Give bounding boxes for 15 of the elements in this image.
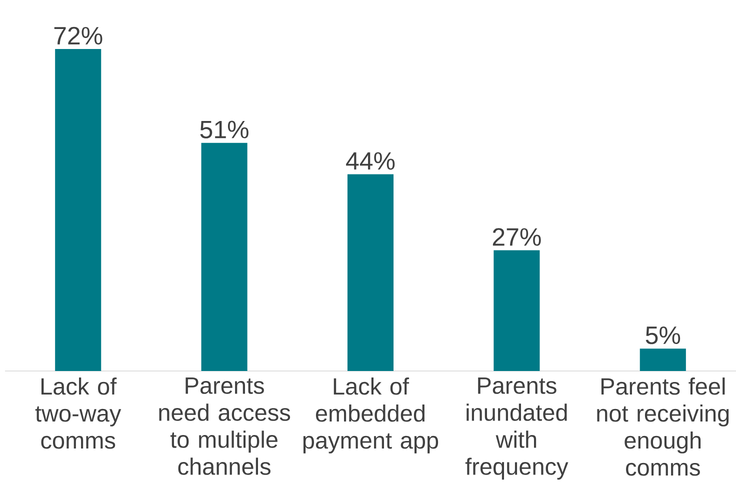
x-tick-label: Parents feel not receiving enough comms — [597, 378, 729, 476]
data-label: 27% — [492, 228, 541, 246]
data-label: 5% — [646, 326, 680, 344]
bar — [201, 142, 248, 371]
bar — [494, 250, 540, 371]
x-tick-label: Lack of embedded payment app — [303, 378, 438, 454]
bar — [640, 348, 686, 371]
bar — [55, 48, 102, 371]
bar — [347, 174, 394, 371]
data-label: 72% — [54, 26, 102, 44]
data-label: 51% — [200, 120, 248, 138]
data-label: 44% — [346, 152, 395, 170]
x-tick-label: Lack of two-way comms — [35, 378, 122, 449]
x-tick-label: Parents need access to multiple channels — [159, 378, 290, 475]
x-tick-label: Parents inundated with frequency — [465, 378, 568, 480]
